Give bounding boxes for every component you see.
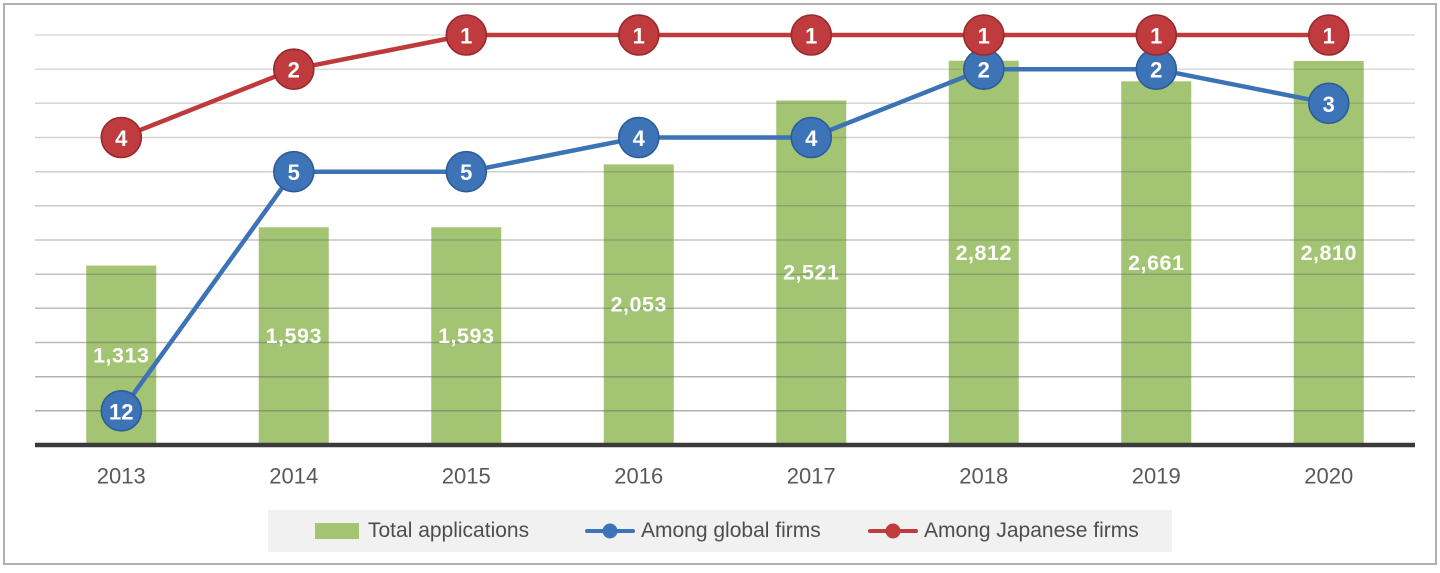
marker-value-label: 1 [1150,24,1162,49]
legend-item-total-applications: Total applications [315,510,529,552]
x-axis-label-2020: 2020 [1304,464,1353,489]
marker-value-label: 2 [1150,58,1162,83]
chart-legend: Total applications Among global firms Am… [268,510,1172,552]
bar-value-label-2013: 1,313 [93,343,149,367]
bar-value-label-2017: 2,521 [783,261,839,285]
legend-line-dot-swatch-blue [585,529,635,534]
marker-value-label: 5 [460,160,472,185]
marker-value-label: 12 [109,399,133,424]
bar-value-label-2018: 2,812 [956,241,1012,265]
legend-bar-swatch [315,523,359,539]
x-axis-label-2015: 2015 [442,464,491,489]
chart-frame: 1,313 1,593 1,593 2,053 2,521 2,812 2,661 2,810… [3,3,1437,565]
marker-value-label: 4 [115,126,128,151]
x-axis-label-2013: 2013 [97,464,146,489]
bar-value-label-2016: 2,053 [611,293,667,317]
x-axis-label-2017: 2017 [787,464,836,489]
legend-item-among-global-firms: Among global firms [585,510,821,552]
bar-value-label-2020: 2,810 [1301,241,1357,265]
combo-chart: 1,313 1,593 1,593 2,053 2,521 2,812 2,661 2,810… [5,5,1440,573]
x-axis-label-2019: 2019 [1132,464,1181,489]
legend-dot-icon [603,524,618,539]
x-axis-label-2016: 2016 [614,464,663,489]
legend-label-among-global-firms: Among global firms [641,519,821,543]
bar-value-label-2015: 1,593 [438,324,494,348]
bar-value-label-2014: 1,593 [266,324,322,348]
marker-value-label: 4 [805,126,818,151]
legend-label-among-japanese-firms: Among Japanese firms [924,519,1139,543]
marker-value-label: 2 [288,58,300,83]
marker-value-label: 1 [805,24,817,49]
marker-value-label: 3 [1323,92,1335,117]
marker-value-label: 5 [288,160,300,185]
x-axis-label-2018: 2018 [959,464,1008,489]
marker-value-label: 4 [633,126,646,151]
bar-value-label-2019: 2,661 [1128,251,1184,275]
marker-value-label: 1 [460,24,472,49]
marker-value-label: 2 [978,58,990,83]
marker-value-label: 1 [978,24,990,49]
marker-value-label: 1 [633,24,645,49]
legend-dot-icon [886,524,901,539]
legend-item-among-japanese-firms: Among Japanese firms [868,510,1139,552]
legend-label-total-applications: Total applications [368,519,529,543]
legend-line-dot-swatch-red [868,529,918,534]
x-axis-label-2014: 2014 [269,464,318,489]
marker-value-label: 1 [1323,24,1335,49]
